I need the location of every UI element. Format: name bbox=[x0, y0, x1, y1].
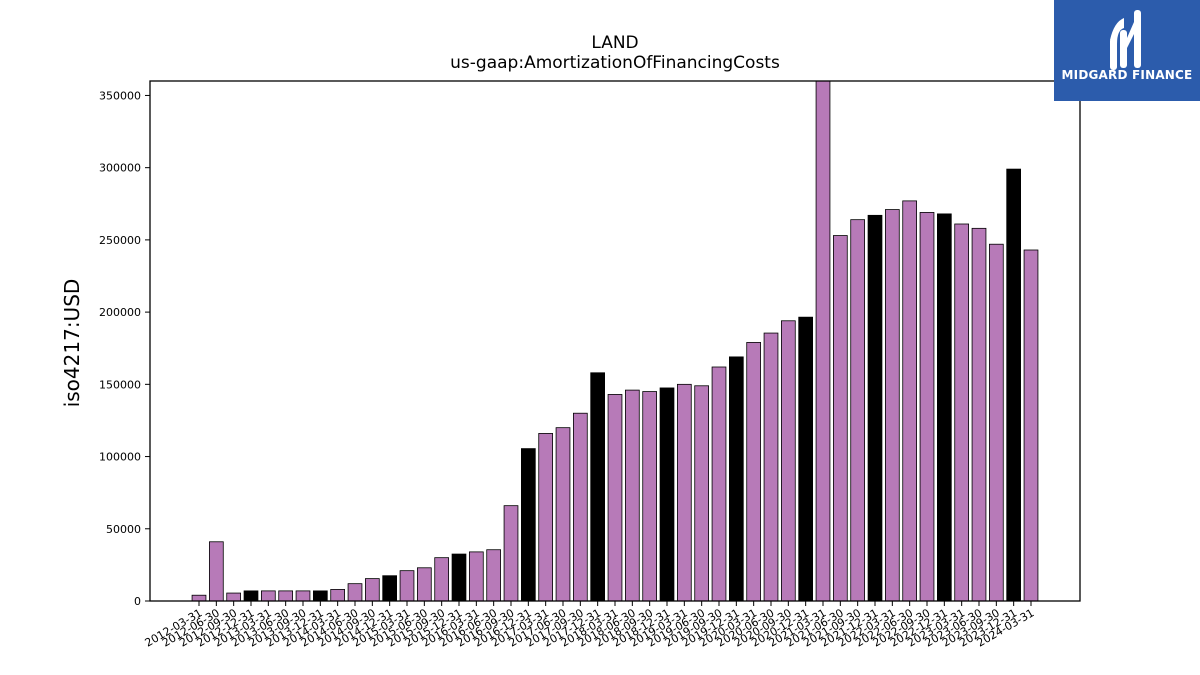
y-tick-label: 50000 bbox=[106, 523, 141, 536]
y-tick-label: 150000 bbox=[99, 378, 141, 391]
bar-2016-09-30 bbox=[503, 505, 519, 602]
bar-2014-06-30 bbox=[347, 583, 363, 602]
bar-2019-03-31 bbox=[677, 383, 692, 602]
bar-2014-09-30 bbox=[364, 578, 380, 602]
bar-2020-03-31 bbox=[746, 342, 761, 602]
bar-2014-12-31 bbox=[382, 575, 398, 602]
plot-frame bbox=[149, 80, 1081, 602]
bar-2013-06-30 bbox=[278, 590, 294, 602]
y-tick-label: 350000 bbox=[99, 89, 141, 102]
bar-2012-03-31 bbox=[191, 594, 207, 602]
y-axis: 0 50000 100000 150000 200000 250000 300000 3500… bbox=[99, 89, 150, 608]
chart-subtitle: us-gaap:AmortizationOfFinancingCosts bbox=[450, 53, 780, 73]
y-tick-label: 300000 bbox=[99, 162, 141, 175]
bar-2018-06-30 bbox=[625, 389, 640, 602]
bar-2015-12-31 bbox=[451, 553, 467, 602]
bar-2020-12-31 bbox=[798, 316, 813, 602]
bar-2017-03-31 bbox=[538, 433, 553, 602]
logo-text: MIDGARD FINANCE bbox=[1061, 68, 1193, 82]
bar-2018-12-31 bbox=[659, 387, 675, 602]
chart-title: LAND bbox=[591, 33, 638, 53]
bar-2017-09-30 bbox=[573, 412, 588, 602]
bar-2021-03-31 bbox=[815, 80, 831, 602]
y-tick-label: 200000 bbox=[99, 306, 141, 319]
bar-2013-03-31 bbox=[260, 590, 276, 602]
midgard-logo-icon bbox=[1110, 10, 1141, 70]
bar-2021-06-30 bbox=[833, 235, 848, 602]
bar-2019-06-30 bbox=[694, 385, 709, 602]
bar-2023-12-31 bbox=[1006, 168, 1021, 602]
bar-2012-09-30 bbox=[226, 592, 241, 602]
y-tick-label: 0 bbox=[134, 595, 141, 608]
y-tick-label: 100000 bbox=[99, 451, 141, 464]
bar-2022-12-31 bbox=[937, 213, 952, 602]
bar-2012-12-31 bbox=[243, 590, 259, 602]
bar-2018-03-31 bbox=[607, 394, 623, 602]
bar-2021-09-30 bbox=[850, 219, 865, 602]
bar-2015-03-31 bbox=[399, 570, 415, 602]
bar-2020-09-30 bbox=[781, 320, 796, 602]
bar-2017-06-30 bbox=[555, 427, 571, 602]
bar-2019-09-30 bbox=[711, 366, 727, 602]
midgard-finance-logo: MIDGARD FINANCE bbox=[1054, 0, 1200, 101]
bar-2016-06-30 bbox=[486, 549, 502, 602]
bar-2013-09-30 bbox=[295, 590, 311, 602]
bar-2019-12-31 bbox=[729, 356, 744, 602]
bar-2012-06-30 bbox=[208, 541, 224, 602]
bar-2023-06-30 bbox=[971, 227, 987, 602]
bar-2015-09-30 bbox=[434, 557, 450, 602]
bar-2013-12-31 bbox=[312, 590, 328, 602]
bar-2022-06-30 bbox=[902, 200, 917, 602]
bar-2021-12-31 bbox=[867, 214, 883, 602]
x-axis: 2012-03-312012-06-302012-09-302012-12-31… bbox=[143, 601, 1037, 650]
bar-2023-09-30 bbox=[989, 243, 1004, 602]
y-axis-label: iso4217:USD bbox=[60, 279, 84, 408]
bar-2017-12-31 bbox=[590, 372, 605, 602]
bar-2024-03-31 bbox=[1023, 249, 1039, 602]
bar-2018-09-30 bbox=[642, 391, 657, 602]
bar-2015-06-30 bbox=[416, 567, 432, 602]
bar-2020-06-30 bbox=[763, 332, 779, 602]
bar-2023-03-31 bbox=[954, 223, 969, 602]
bar-2016-03-31 bbox=[468, 551, 484, 602]
y-tick-label: 250000 bbox=[99, 234, 141, 247]
bar-2016-12-31 bbox=[521, 448, 536, 602]
bar-2022-09-30 bbox=[919, 212, 935, 602]
bar-2022-03-31 bbox=[885, 209, 900, 602]
bar-2014-03-31 bbox=[330, 589, 346, 602]
bar-series bbox=[191, 80, 1039, 602]
